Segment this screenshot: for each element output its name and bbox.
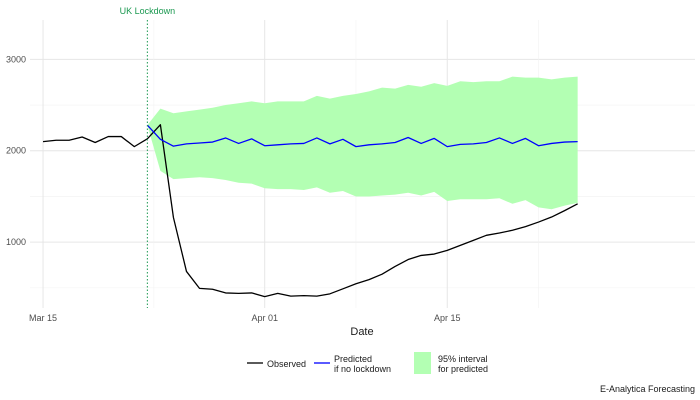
y-tick-label: 3000 <box>6 54 26 64</box>
lockdown-label: UK Lockdown <box>120 6 176 16</box>
interval-ribbon <box>147 76 578 210</box>
legend-interval-label: 95% interval for predicted <box>438 354 488 374</box>
caption: E-Analytica Forecasting <box>600 384 695 394</box>
ticks: 1000 2000 3000 Mar 15 Apr 01 Apr 15 <box>6 54 461 323</box>
ribbon-layer <box>147 76 578 210</box>
legend-interval-key <box>414 352 431 374</box>
y-tick-label: 2000 <box>6 146 26 156</box>
x-tick-label: Apr 15 <box>434 313 461 323</box>
y-tick-label: 1000 <box>6 237 26 247</box>
x-tick-label: Apr 01 <box>251 313 278 323</box>
series-predicted-line <box>146 124 578 148</box>
legend-predicted-label: Predicted if no lockdown <box>334 354 391 374</box>
annotation-layer: UK Lockdown <box>120 6 176 308</box>
series-observed-line <box>42 124 578 298</box>
legend-observed-label: Observed <box>267 359 306 369</box>
lines <box>42 124 578 298</box>
x-axis-title: Date <box>350 326 373 338</box>
legend: Observed Predicted if no lockdown 95% inter… <box>247 352 488 374</box>
x-tick-label: Mar 15 <box>29 313 57 323</box>
